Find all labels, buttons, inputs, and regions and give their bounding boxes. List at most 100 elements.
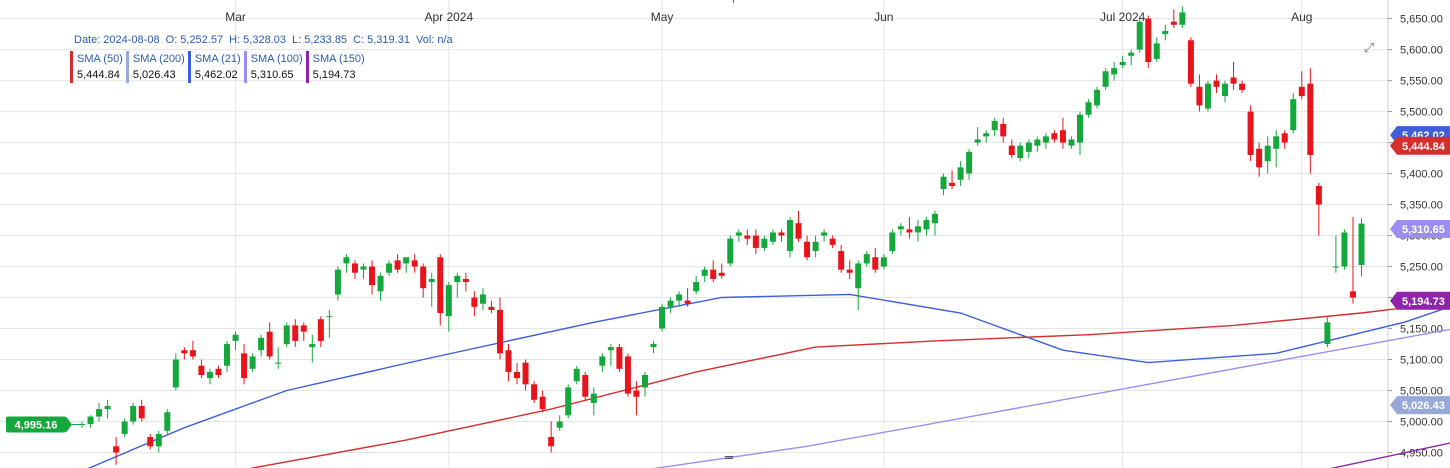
candle-body xyxy=(147,437,154,447)
candle-body xyxy=(206,371,213,379)
candle-body xyxy=(317,319,324,341)
candle-body xyxy=(624,356,631,394)
candle-body xyxy=(531,384,538,400)
legend-item-sma-21[interactable]: SMA (21) 5,462.02 xyxy=(187,51,241,83)
tag-text: 5,194.73 xyxy=(1402,296,1445,308)
date-label: Date: xyxy=(74,34,101,46)
candle-body xyxy=(1051,133,1058,140)
price-tag-right: 5,026.43 xyxy=(1390,396,1450,415)
candle-body xyxy=(462,278,469,283)
candle-body xyxy=(343,257,350,264)
candle-body xyxy=(377,275,384,292)
drag-handle-icon[interactable]: ═ xyxy=(724,450,734,464)
candle-body xyxy=(556,421,563,428)
candle-body xyxy=(198,365,205,376)
expand-icon[interactable]: ⤢ xyxy=(1363,40,1375,55)
candle-body xyxy=(727,238,734,264)
indicator-legend: SMA (50) 5,444.84 SMA (200) 5,026.43 SMA… xyxy=(70,51,368,83)
candle-body xyxy=(573,368,580,382)
close-value: 5,319.31 xyxy=(367,34,410,46)
candle-body xyxy=(454,275,461,283)
candle-body xyxy=(1290,99,1297,131)
candle-body xyxy=(181,350,188,354)
candle-body xyxy=(428,278,435,283)
candle-body xyxy=(479,294,486,304)
x-tick-label: Jul 2024 xyxy=(1100,10,1146,24)
candle-body xyxy=(1153,43,1160,59)
legend-name: SMA (100) xyxy=(250,53,303,65)
candle-body xyxy=(1307,83,1314,155)
candle-body xyxy=(1170,21,1177,25)
candle-body xyxy=(693,282,700,292)
candle-body xyxy=(769,232,776,242)
candle-body xyxy=(386,263,393,273)
candle-body xyxy=(1085,102,1092,115)
y-tick-label: 4,950.00 xyxy=(1400,448,1443,460)
y-tick-label: 5,000.00 xyxy=(1400,417,1443,429)
tag-text: 5,444.84 xyxy=(1402,141,1446,153)
candle-body xyxy=(1119,61,1126,66)
legend-item-sma-150[interactable]: SMA (150) 5,194.73 xyxy=(305,51,365,83)
candle-body xyxy=(360,266,367,270)
candle-body xyxy=(96,409,103,417)
high-label: H: xyxy=(229,34,241,46)
y-tick-label: 5,500.00 xyxy=(1400,107,1443,119)
candle-body xyxy=(283,325,290,345)
candle-body xyxy=(1239,83,1246,90)
candle-body xyxy=(309,344,316,348)
tag-text: 4,995.16 xyxy=(15,420,58,432)
candle-body xyxy=(1222,83,1229,97)
candle-body xyxy=(1017,145,1024,159)
candle-body xyxy=(1094,89,1101,106)
legend-item-sma-200[interactable]: SMA (200) 5,026.43 xyxy=(125,51,185,83)
candle-body xyxy=(829,238,836,245)
candle-body xyxy=(940,176,947,190)
last-price-tag-left: 4,995.16 xyxy=(6,416,72,433)
candle-body xyxy=(215,368,222,376)
candle-body xyxy=(1034,139,1041,146)
candle-body xyxy=(633,390,640,397)
candle-body xyxy=(752,235,759,248)
candle-body xyxy=(1341,232,1348,267)
candle-body xyxy=(1068,139,1075,146)
candle-body xyxy=(1059,130,1066,143)
price-tag-right: 5,310.65 xyxy=(1390,219,1450,238)
candle-body xyxy=(113,446,120,453)
candle-body xyxy=(710,269,717,279)
candle-body xyxy=(650,344,657,348)
y-tick-label: 5,650.00 xyxy=(1400,14,1443,26)
candle-body xyxy=(949,182,956,186)
tag-box xyxy=(1390,291,1450,310)
legend-value: 5,462.02 xyxy=(194,69,238,81)
candle-body xyxy=(241,353,248,379)
x-tick-label: Mar xyxy=(225,10,246,24)
candle-body xyxy=(1256,148,1263,168)
candle-body xyxy=(87,416,94,424)
candle-body xyxy=(1204,83,1211,109)
candle-body xyxy=(897,226,904,230)
candle-body xyxy=(1230,77,1237,84)
legend-name: SMA (200) xyxy=(132,53,185,65)
high-value: 5,328.03 xyxy=(243,34,286,46)
candle-body xyxy=(1187,40,1194,84)
candle-body xyxy=(403,257,410,264)
legend-item-sma-50[interactable]: SMA (50) 5,444.84 xyxy=(70,51,123,83)
candle-body xyxy=(496,309,503,354)
legend-item-sma-100[interactable]: SMA (100) 5,310.65 xyxy=(243,51,303,83)
candle-body xyxy=(334,269,341,295)
candle-body xyxy=(249,356,256,369)
ohlc-readout: Date: 2024-08-08 O: 5,252.57 H: 5,328.03 L:… xyxy=(74,34,456,46)
price-tag-right: 5,194.73 xyxy=(1390,291,1450,310)
candle-body xyxy=(155,433,162,447)
candle-body xyxy=(300,325,307,332)
candle-body xyxy=(565,387,572,416)
candle-body xyxy=(1111,68,1118,75)
candle-body xyxy=(966,151,973,174)
tag-box xyxy=(1390,219,1450,238)
sma-line xyxy=(87,293,1450,468)
candle-body xyxy=(1008,145,1015,155)
candle-body xyxy=(1281,133,1288,143)
candle-body xyxy=(1324,322,1331,345)
candle-body xyxy=(1128,52,1135,56)
